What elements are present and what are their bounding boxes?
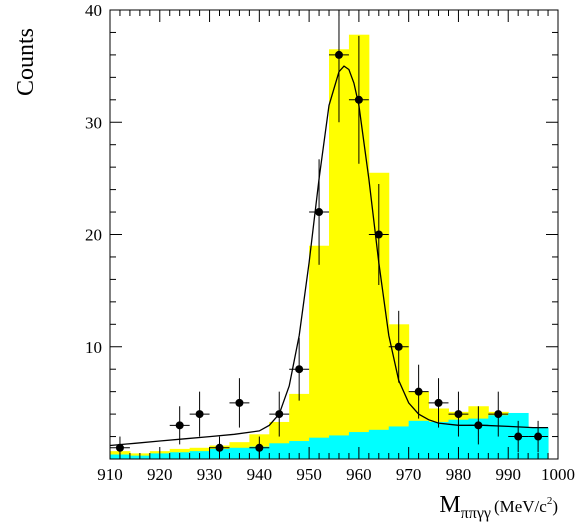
data-point bbox=[408, 364, 429, 419]
cyan-bin bbox=[368, 429, 390, 459]
yellow-bin bbox=[309, 245, 330, 459]
data-marker bbox=[315, 208, 324, 217]
y-tick-label: 20 bbox=[85, 226, 102, 245]
cyan-bin bbox=[329, 435, 350, 459]
data-marker bbox=[235, 398, 244, 407]
cyan-bin bbox=[388, 426, 410, 459]
data-points-layer bbox=[110, 10, 549, 459]
data-marker bbox=[115, 443, 124, 452]
yellow-histogram bbox=[110, 34, 549, 459]
x-tick-label: 960 bbox=[346, 465, 372, 484]
y-tick-label: 10 bbox=[85, 338, 102, 357]
data-marker bbox=[374, 230, 383, 239]
data-point bbox=[289, 337, 310, 401]
x-tick-label: 990 bbox=[495, 465, 521, 484]
x-tick-label: 980 bbox=[446, 465, 472, 484]
data-point bbox=[528, 420, 549, 453]
data-point bbox=[189, 391, 210, 437]
x-tick-label: 940 bbox=[247, 465, 273, 484]
x-tick-label: 970 bbox=[396, 465, 422, 484]
fit-curve bbox=[109, 65, 548, 447]
x-label-unit: (MeV/c bbox=[494, 497, 547, 516]
x-axis-label: Mππγγ (MeV/c2) bbox=[439, 492, 558, 522]
y-tick-label: 40 bbox=[85, 1, 102, 20]
data-marker bbox=[534, 432, 543, 441]
cyan-bin bbox=[448, 419, 469, 459]
cyan-bin bbox=[348, 432, 370, 459]
x-tick-label: 920 bbox=[147, 465, 173, 484]
cyan-bin bbox=[269, 443, 290, 459]
cyan-bin bbox=[289, 441, 310, 459]
data-marker bbox=[474, 421, 483, 430]
data-marker bbox=[354, 95, 363, 104]
yellow-bin bbox=[368, 172, 390, 459]
data-point bbox=[348, 35, 369, 164]
data-marker bbox=[175, 421, 184, 430]
data-marker bbox=[414, 387, 423, 396]
data-point bbox=[508, 420, 529, 453]
x-tick-label: 910 bbox=[97, 465, 123, 484]
data-marker bbox=[434, 398, 443, 407]
x-tick-label: 930 bbox=[197, 465, 223, 484]
data-marker bbox=[514, 432, 523, 441]
data-point bbox=[169, 406, 190, 445]
y-tick-label: 30 bbox=[85, 113, 102, 132]
data-point bbox=[309, 159, 330, 265]
data-marker bbox=[334, 50, 343, 59]
cyan-bin bbox=[428, 421, 449, 459]
x-label-unit-superscript: 2 bbox=[547, 495, 553, 507]
data-marker bbox=[394, 342, 403, 351]
data-point bbox=[428, 378, 449, 428]
yellow-bin bbox=[329, 49, 350, 459]
fit-curve-layer bbox=[109, 65, 548, 447]
x-tick-label: 950 bbox=[296, 465, 322, 484]
data-marker bbox=[275, 410, 284, 419]
data-point bbox=[468, 406, 489, 445]
x-tick-label: 1000 bbox=[541, 465, 575, 484]
data-point bbox=[448, 391, 469, 437]
data-marker bbox=[195, 410, 204, 419]
data-marker bbox=[494, 410, 503, 419]
x-label-subscript: ππγγ bbox=[461, 505, 491, 522]
data-point bbox=[110, 436, 130, 459]
data-point bbox=[488, 391, 509, 437]
y-axis-label: Counts bbox=[13, 28, 39, 96]
data-point bbox=[368, 183, 389, 286]
data-point bbox=[329, 10, 349, 123]
cyan-bin bbox=[309, 437, 330, 459]
data-marker bbox=[454, 410, 463, 419]
data-point bbox=[388, 310, 409, 383]
data-marker bbox=[215, 443, 224, 452]
data-marker bbox=[295, 365, 304, 374]
axis-ticks: 910 920 930 940 950 960 970 980 990 1000 10 20 30 40 bbox=[85, 1, 575, 484]
cyan-bin bbox=[408, 420, 430, 459]
x-label-unit-close: ) bbox=[552, 497, 558, 516]
x-label-main: M bbox=[439, 492, 460, 518]
data-point bbox=[269, 391, 290, 437]
data-point bbox=[229, 378, 250, 428]
